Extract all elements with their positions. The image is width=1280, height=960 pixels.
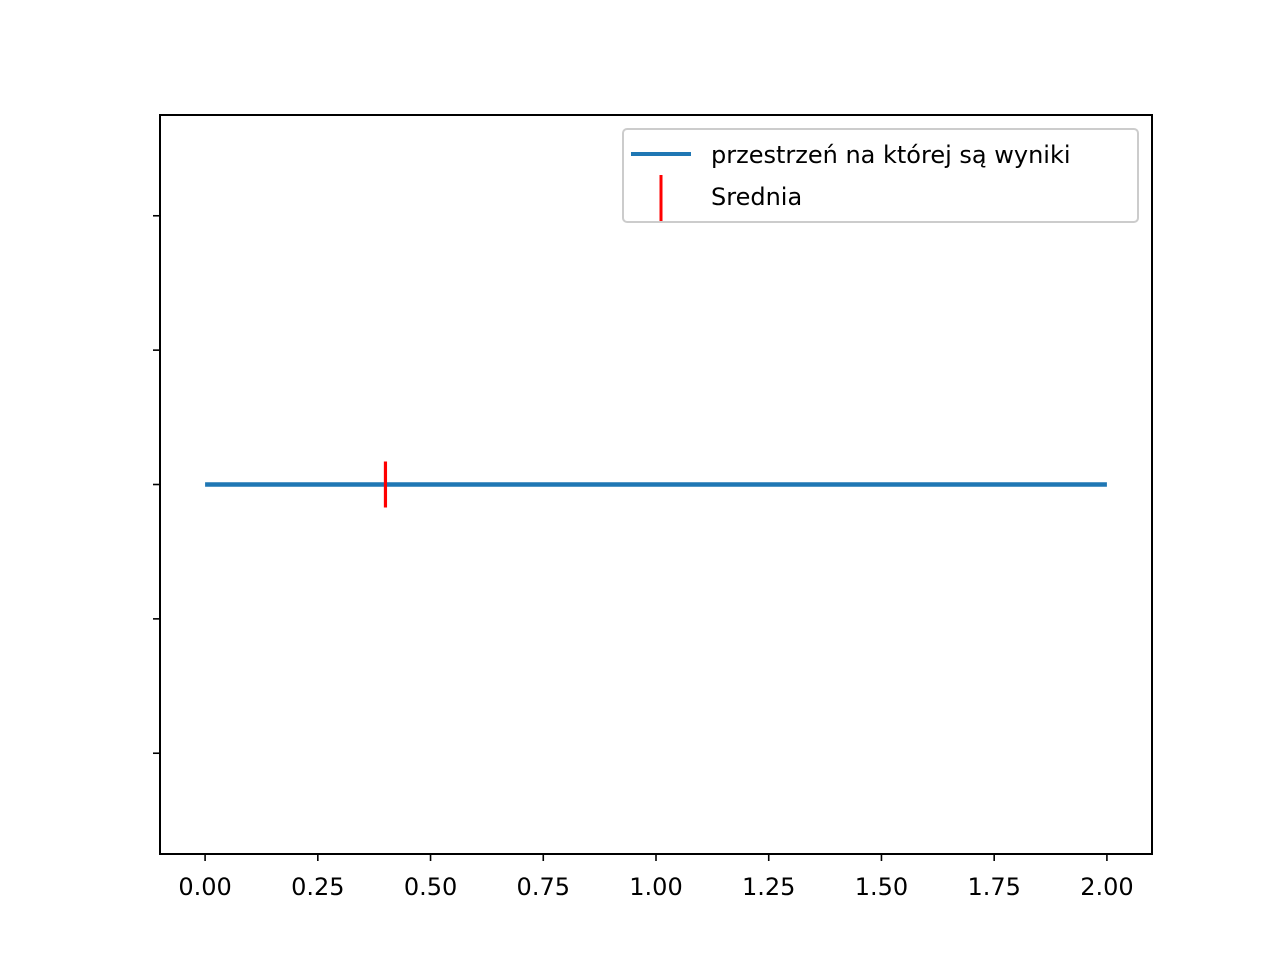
x-tick-label: 0.00 [178,873,231,901]
x-axis: 0.00 0.25 0.50 0.75 1.00 1.25 1.50 1.75 2.00 [178,854,1134,901]
x-tick-label: 1.50 [855,873,908,901]
legend: przestrzeń na której są wyniki Srednia [622,128,1139,223]
legend-box [622,128,1139,223]
x-tick-label: 0.50 [404,873,457,901]
legend-label-mean: Srednia [711,183,802,211]
legend-label-line: przestrzeń na której są wyniki [711,141,1071,169]
x-tick-label: 1.00 [629,873,682,901]
x-tick-label: 1.25 [742,873,795,901]
x-tick-label: 2.00 [1080,873,1133,901]
y-axis [153,214,160,755]
plot-content [205,461,1107,508]
x-tick-label: 0.75 [517,873,570,901]
x-tick-label: 1.75 [967,873,1020,901]
x-tick-label: 0.25 [291,873,344,901]
